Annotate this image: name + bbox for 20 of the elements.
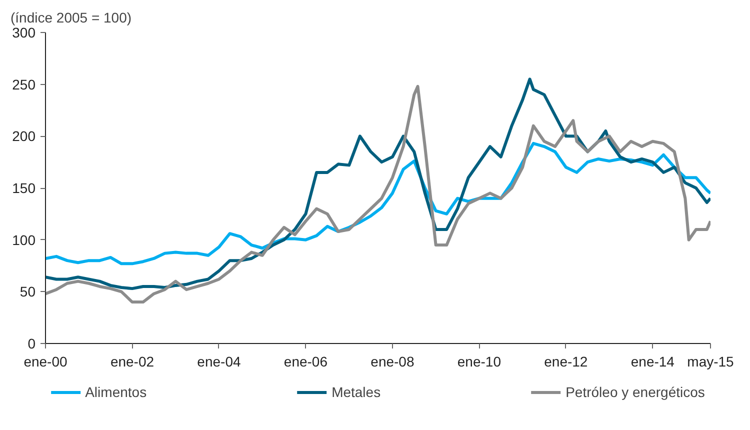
x-tick-label: ene-02	[110, 354, 154, 370]
y-tick-label: 50	[20, 284, 36, 300]
x-tick-label: ene-10	[457, 354, 502, 370]
y-tick-label: 0	[28, 336, 36, 352]
y-tick-label: 300	[12, 24, 36, 40]
y-tick-label: 250	[12, 76, 36, 92]
x-tick-label: ene-06	[284, 354, 328, 370]
y-tick-label: 100	[12, 232, 36, 248]
legend-label: Metales	[332, 384, 381, 400]
y-tick-label: 200	[12, 128, 36, 144]
y-tick-label: 150	[12, 180, 36, 196]
x-tick-label: ene-08	[370, 354, 414, 370]
legend-label: Alimentos	[85, 384, 147, 400]
x-tick-label: ene-14	[630, 354, 675, 370]
x-tick-label: ene-00	[24, 354, 68, 370]
legend-label: Petróleo y energéticos	[566, 384, 705, 400]
x-tick-label: may-15	[687, 354, 734, 370]
x-tick-label: ene-04	[197, 354, 241, 370]
x-tick-label: ene-12	[544, 354, 588, 370]
y-axis-title: (índice 2005 = 100)	[10, 10, 132, 26]
